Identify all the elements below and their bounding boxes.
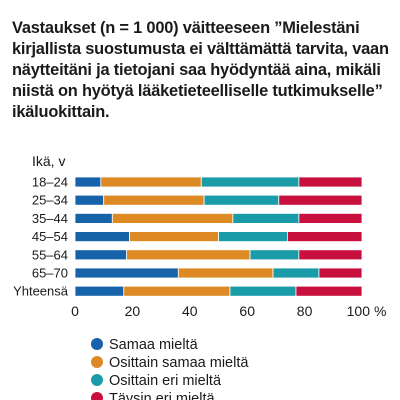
legend-label: Samaa mieltä — [109, 337, 199, 353]
y-axis-label: Ikä, v — [32, 153, 65, 169]
bar-segment-samaa-mielta — [74, 176, 102, 188]
bar-segment-osittain-samaa — [111, 212, 234, 224]
bar-segment-osittain-eri — [200, 176, 300, 188]
bar-segment-samaa-mielta — [74, 249, 128, 261]
bar-segment-taysin-eri — [298, 249, 363, 261]
x-tick-label: 0 — [71, 303, 79, 319]
chart-title: Vastaukset (n = 1 000) väitteeseen ”Miel… — [12, 19, 389, 121]
bar-segment-osittain-samaa — [129, 231, 219, 243]
legend-swatch — [91, 392, 103, 400]
bar-segment-osittain-eri — [229, 285, 297, 297]
bar-segment-osittain-eri — [203, 194, 280, 206]
bar-segment-taysin-eri — [278, 194, 363, 206]
x-axis-unit: % — [374, 303, 386, 319]
category-label: 45–54 — [32, 229, 68, 244]
bar-segment-samaa-mielta — [74, 194, 105, 206]
category-label: Yhteensä — [13, 284, 69, 299]
x-axis-ticks: 0 20 40 60 80 100% — [71, 303, 386, 319]
bar-segment-taysin-eri — [298, 212, 363, 224]
category-label: 55–64 — [32, 247, 68, 262]
bar-segment-osittain-samaa — [100, 176, 202, 188]
x-tick-label: 20 — [125, 303, 141, 319]
bar-segment-osittain-eri — [218, 231, 288, 243]
x-tick-label: 80 — [297, 303, 313, 319]
bar-segment-osittain-samaa — [177, 267, 274, 279]
bar-segment-taysin-eri — [298, 176, 363, 188]
bar-segment-osittain-samaa — [103, 194, 205, 206]
legend-label: Täysin eri mieltä — [109, 391, 215, 400]
x-tick-label: 100 — [347, 303, 371, 319]
legend-swatch — [91, 356, 103, 368]
bar-segment-osittain-eri — [249, 249, 300, 261]
legend-swatch — [91, 374, 103, 386]
x-tick-label: 60 — [239, 303, 255, 319]
bar-segment-osittain-eri — [232, 212, 300, 224]
bar-segment-osittain-samaa — [123, 285, 231, 297]
x-tick-label: 40 — [182, 303, 198, 319]
bar-segment-samaa-mielta — [74, 285, 125, 297]
bar-segment-samaa-mielta — [74, 212, 113, 224]
category-label: 65–70 — [32, 266, 68, 281]
legend-swatch — [91, 338, 103, 350]
legend-label: Osittain samaa mieltä — [109, 355, 249, 371]
bar-segment-taysin-eri — [286, 231, 363, 243]
bar-segment-taysin-eri — [318, 267, 363, 279]
bar-segment-samaa-mielta — [74, 231, 130, 243]
legend-label: Osittain eri mieltä — [109, 373, 222, 389]
bars-layer — [74, 176, 363, 297]
category-labels: 18–24 25–34 35–44 45–54 55–64 65–70 Yhteensä — [13, 175, 69, 299]
category-label: 35–44 — [32, 211, 68, 226]
category-label: 18–24 — [32, 175, 68, 190]
bar-segment-osittain-eri — [272, 267, 320, 279]
bar-segment-samaa-mielta — [74, 267, 179, 279]
bar-segment-taysin-eri — [295, 285, 363, 297]
legend: Samaa mieltä Osittain samaa mieltä Osittai… — [91, 337, 249, 400]
bar-segment-osittain-samaa — [126, 249, 251, 261]
category-label: 25–34 — [32, 193, 68, 208]
